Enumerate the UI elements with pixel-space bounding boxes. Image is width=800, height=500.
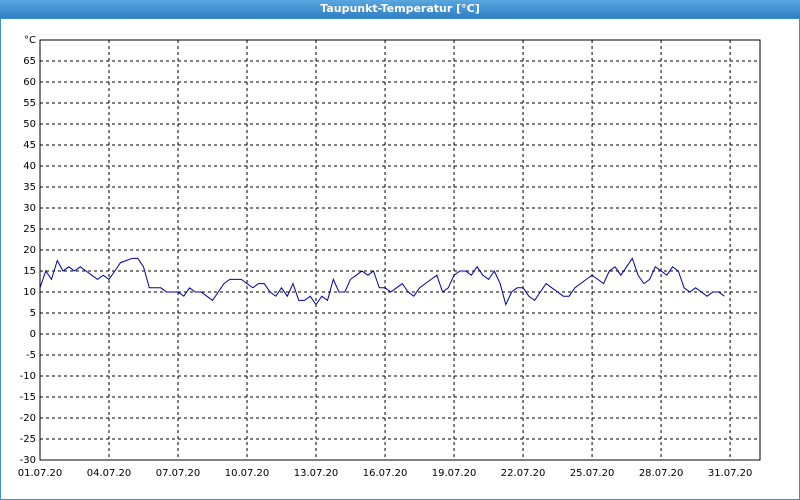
y-tick-label: -20 xyxy=(20,413,36,424)
y-tick-label: 10 xyxy=(23,287,36,298)
x-tick-label: 19.07.20 xyxy=(432,468,477,479)
window-border xyxy=(0,18,800,500)
y-tick-label: 50 xyxy=(23,119,36,130)
y-tick-label: 35 xyxy=(23,182,36,193)
y-tick-label: -5 xyxy=(26,350,36,361)
x-tick-label: 07.07.20 xyxy=(156,468,201,479)
x-tick-label: 10.07.20 xyxy=(225,468,270,479)
y-tick-label: 20 xyxy=(23,245,36,256)
x-tick-label: 22.07.20 xyxy=(501,468,546,479)
y-tick-label: 55 xyxy=(23,98,36,109)
y-tick-label: 0 xyxy=(30,329,36,340)
y-tick-label: 15 xyxy=(23,266,36,277)
chart-title: Taupunkt-Temperatur [°C] xyxy=(320,2,480,15)
y-tick-label: 45 xyxy=(23,140,36,151)
y-tick-label: -25 xyxy=(20,434,36,445)
x-tick-label: 28.07.20 xyxy=(639,468,684,479)
x-tick-label: 31.07.20 xyxy=(708,468,753,479)
y-tick-label: 40 xyxy=(23,161,36,172)
y-tick-label: 5 xyxy=(30,308,36,319)
x-tick-label: 01.07.20 xyxy=(18,468,63,479)
title-bar xyxy=(0,0,800,18)
y-tick-label: -30 xyxy=(20,455,36,466)
y-tick-label: 60 xyxy=(23,77,36,88)
y-tick-label: -10 xyxy=(20,371,36,382)
y-tick-label: -15 xyxy=(20,392,36,403)
y-tick-label: °C xyxy=(24,35,36,46)
x-tick-label: 25.07.20 xyxy=(570,468,615,479)
y-tick-label: 65 xyxy=(23,56,36,67)
x-tick-label: 04.07.20 xyxy=(87,468,132,479)
x-tick-label: 13.07.20 xyxy=(294,468,339,479)
data-line xyxy=(39,257,725,307)
y-tick-label: 25 xyxy=(23,224,36,235)
y-tick-label: 30 xyxy=(23,203,36,214)
plot-frame xyxy=(39,39,761,461)
x-tick-label: 16.07.20 xyxy=(363,468,408,479)
